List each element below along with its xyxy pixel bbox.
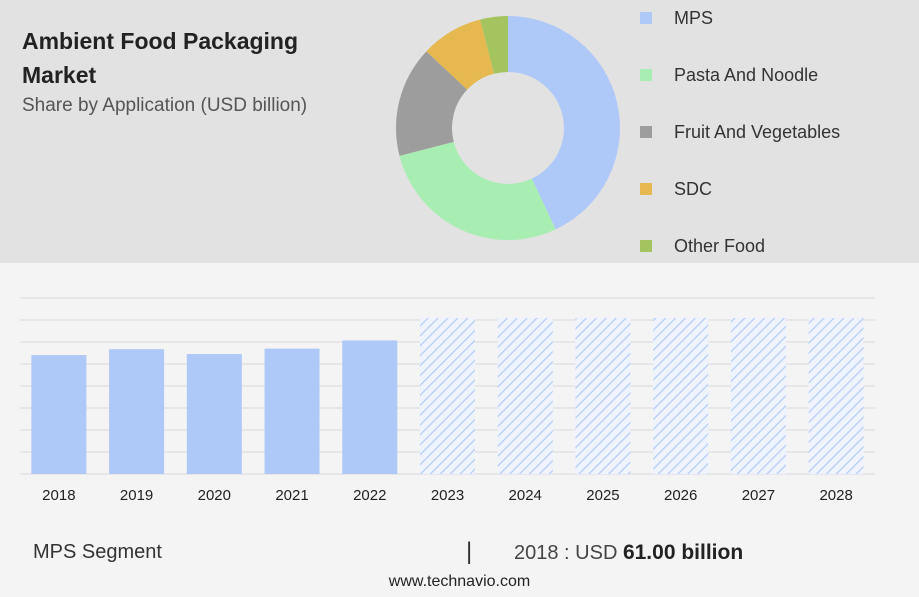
bar-2021 — [264, 348, 320, 474]
legend-label: Other Food — [674, 235, 766, 256]
legend-item: Fruit And Vegetables — [640, 120, 840, 144]
legend-item: SDC — [640, 177, 712, 201]
forecast-bar-2026 — [653, 318, 709, 474]
legend-label: MPS — [674, 7, 714, 28]
x-tick-label: 2022 — [353, 487, 386, 504]
donut-chart — [396, 16, 620, 241]
donut-slice-mps — [508, 16, 620, 230]
bar-chart: 2018 2019 2020 2021 2022 2023 2024 2025 2026 2027… — [20, 297, 875, 504]
forecast-bar-2023 — [420, 318, 475, 474]
x-tick-label: 2023 — [431, 487, 464, 504]
segment-value-amount: 61.00 billion — [622, 541, 744, 564]
legend-label: Fruit And Vegetables — [674, 121, 841, 142]
x-tick-label: 2027 — [742, 487, 775, 504]
x-tick-label: 2021 — [275, 487, 308, 504]
chart-title: Ambient Food Packaging Market — [22, 28, 299, 88]
legend-swatch — [640, 69, 652, 81]
bar-2022 — [342, 340, 398, 474]
x-tick-label: 2026 — [664, 487, 697, 504]
bar-2019 — [109, 349, 165, 474]
x-tick-label: 2019 — [120, 487, 153, 504]
bar-2020 — [186, 354, 242, 474]
legend-label: SDC — [674, 178, 713, 199]
chart-subtitle: Share by Application (USD billion) — [22, 95, 308, 116]
forecast-bar-2024 — [497, 318, 553, 474]
x-tick-label: 2020 — [198, 487, 231, 504]
x-tick-label: 2024 — [509, 487, 542, 504]
segment-value: 2018 : USD 61.00 billion — [514, 541, 743, 565]
legend-item: Pasta And Noodle — [640, 63, 818, 87]
donut-slice-fruit-and-vegetables — [396, 51, 468, 156]
x-tick-label: 2025 — [586, 487, 619, 504]
footer-separator: | — [466, 538, 473, 565]
forecast-bar-2027 — [730, 318, 786, 474]
segment-label: MPS Segment — [33, 541, 162, 563]
segment-value-prefix: 2018 : USD — [514, 542, 618, 564]
forecast-bar-2025 — [575, 318, 631, 474]
donut-slice-pasta-and-noodle — [399, 141, 556, 241]
donut-slice-other-food — [480, 16, 508, 74]
legend-swatch — [640, 183, 652, 195]
legend-item: Other Food — [640, 234, 765, 258]
legend-label: Pasta And Noodle — [674, 64, 819, 85]
legend-swatch — [640, 126, 652, 138]
legend-swatch — [640, 12, 652, 24]
forecast-bar-2028 — [808, 318, 864, 474]
x-tick-label: 2028 — [819, 487, 852, 504]
donut-slice-sdc — [426, 19, 495, 90]
legend-item: MPS — [640, 6, 713, 30]
source-url: www.technavio.com — [388, 573, 531, 590]
legend-swatch — [640, 240, 652, 252]
bar-2018 — [31, 355, 87, 474]
x-tick-label: 2018 — [42, 487, 75, 504]
donut-legend: MPS Pasta And Noodle Fruit And Vegetables S… — [640, 0, 910, 263]
